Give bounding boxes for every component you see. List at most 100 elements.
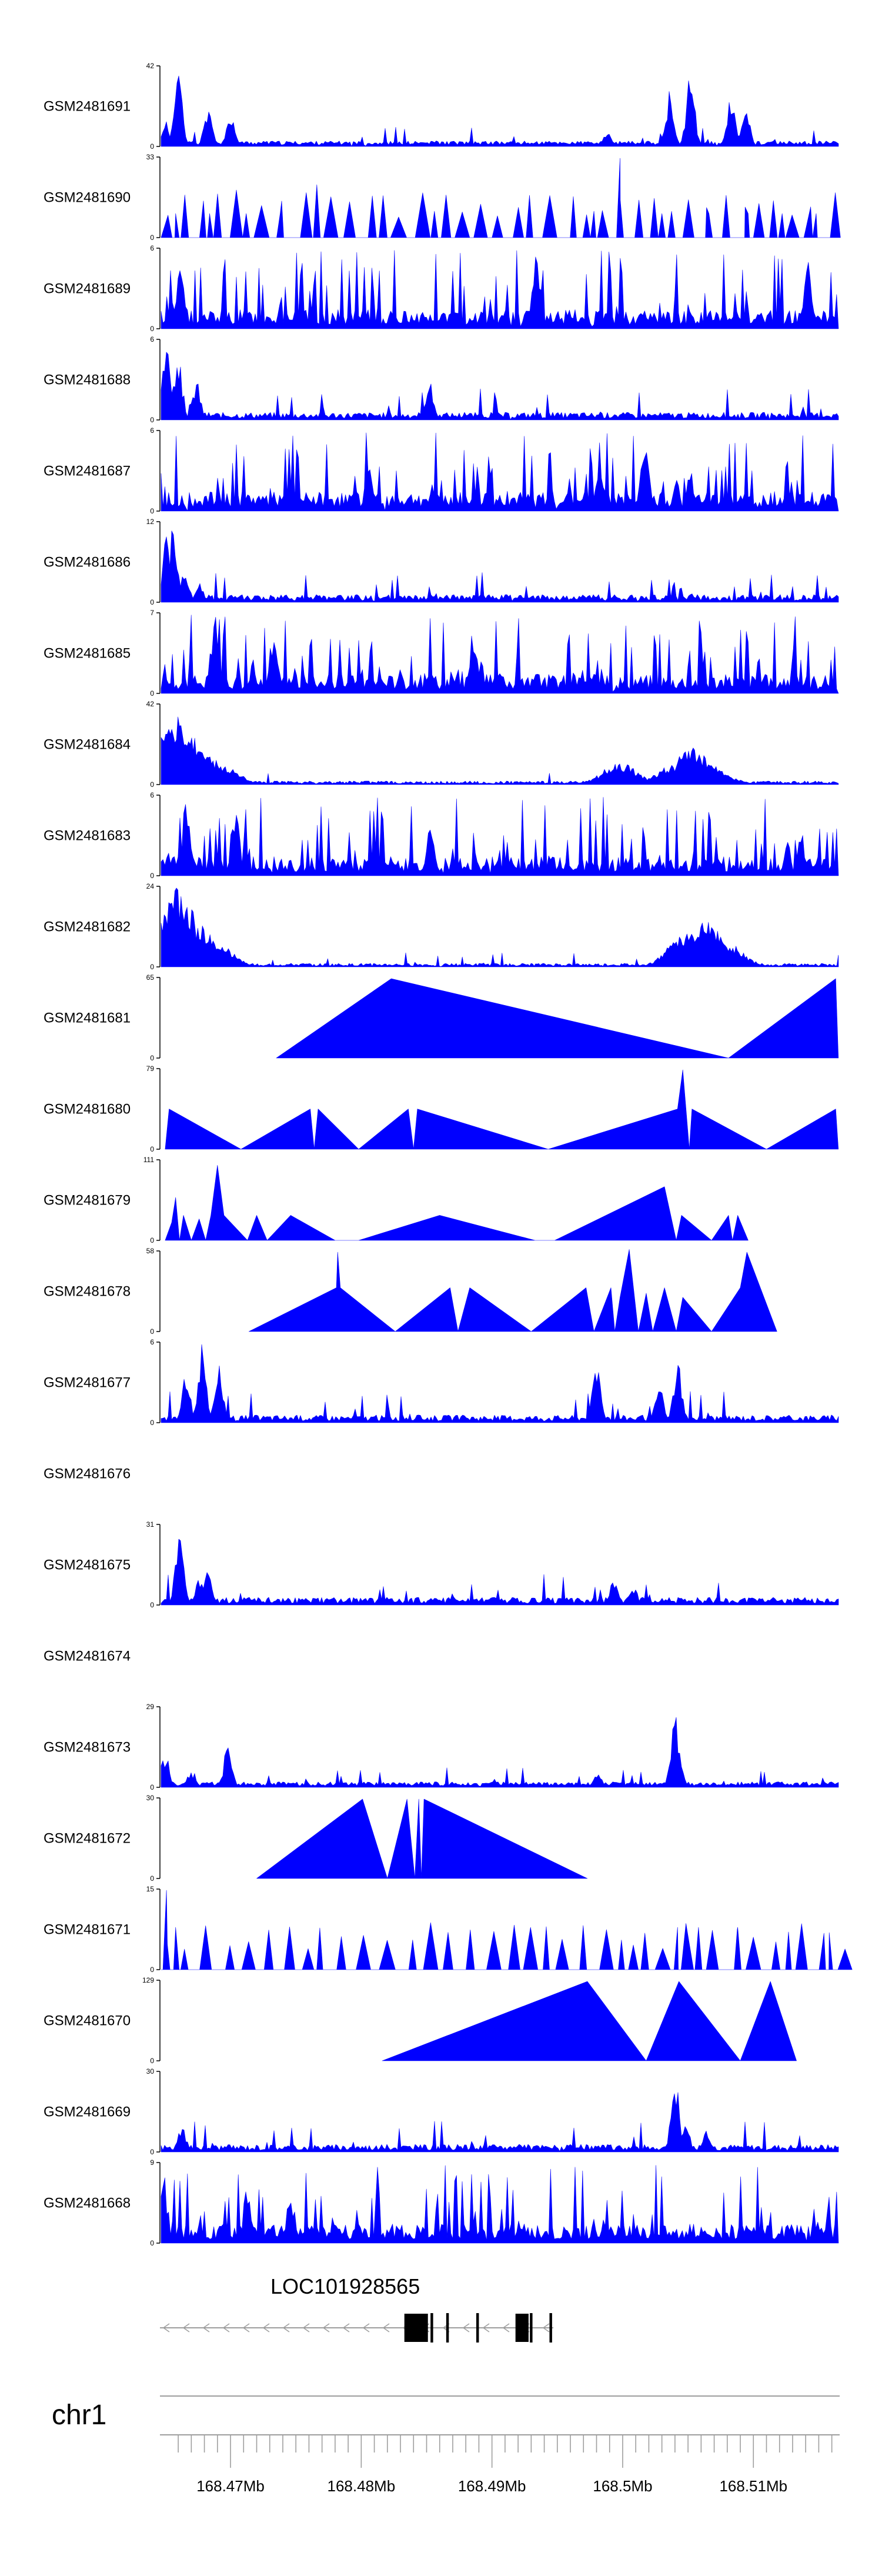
track-label: GSM2481679 xyxy=(44,1193,131,1209)
coverage-area xyxy=(161,797,839,876)
gene-annotation-track: LOC101928565 xyxy=(160,2274,554,2343)
track-label: GSM2481668 xyxy=(44,2195,131,2211)
track-label: GSM2481687 xyxy=(44,463,131,479)
y-min-label: 0 xyxy=(150,1966,154,1974)
track-label: GSM2481672 xyxy=(44,1831,131,1847)
y-min-label: 0 xyxy=(150,1601,154,1609)
strand-arrow-icon xyxy=(462,2323,470,2333)
y-min-label: 0 xyxy=(150,142,154,151)
y-min-label: 0 xyxy=(150,2239,154,2247)
track-label: GSM2481683 xyxy=(44,828,131,844)
y-min-label: 0 xyxy=(150,1236,154,1244)
strand-arrow-icon xyxy=(382,2323,390,2333)
y-min-label: 0 xyxy=(150,1054,154,1062)
track-label: GSM2481675 xyxy=(44,1557,131,1573)
y-max-label: 30 xyxy=(146,1794,155,1802)
track-GSM2481678: GSM2481678 58 0 xyxy=(44,1247,777,1336)
track-label: GSM2481680 xyxy=(44,1102,131,1117)
strand-arrow-icon xyxy=(502,2323,510,2333)
gene-label: LOC101928565 xyxy=(270,2274,420,2298)
track-GSM2481681: GSM2481681 65 0 xyxy=(44,973,839,1062)
track-GSM2481676: GSM2481676 xyxy=(44,1466,131,1482)
y-min-label: 0 xyxy=(150,689,154,698)
y-max-label: 58 xyxy=(146,1247,155,1255)
y-min-label: 0 xyxy=(150,1419,154,1427)
coverage-area xyxy=(276,978,839,1059)
y-min-label: 0 xyxy=(150,325,154,333)
coverage-area xyxy=(161,432,839,512)
track-label: GSM2481671 xyxy=(44,1922,131,1938)
track-GSM2481677: GSM2481677 6 0 xyxy=(44,1338,839,1427)
track-GSM2481690: GSM2481690 33 0 xyxy=(44,153,841,242)
track-label: GSM2481669 xyxy=(44,2104,131,2120)
coverage-area xyxy=(161,2165,839,2244)
track-GSM2481673: GSM2481673 29 0 xyxy=(44,1703,839,1791)
strand-arrow-icon xyxy=(282,2323,290,2333)
gene-exon xyxy=(549,2313,552,2343)
coverage-area xyxy=(382,1981,797,2061)
track-label: GSM2481686 xyxy=(44,555,131,570)
y-max-label: 12 xyxy=(146,518,155,526)
y-max-label: 6 xyxy=(150,1338,154,1346)
y-max-label: 29 xyxy=(146,1703,155,1711)
track-GSM2481682: GSM2481682 24 0 xyxy=(44,882,839,971)
y-min-label: 0 xyxy=(150,1783,154,1791)
coverage-area xyxy=(161,1539,839,1606)
y-max-label: 15 xyxy=(146,1885,155,1893)
track-GSM2481691: GSM2481691 42 0 xyxy=(44,62,839,151)
track-GSM2481674: GSM2481674 xyxy=(44,1649,131,1664)
track-GSM2481669: GSM2481669 30 0 xyxy=(44,2067,839,2156)
coverage-area xyxy=(248,1249,777,1332)
gene-exon xyxy=(446,2313,449,2343)
track-GSM2481689: GSM2481689 6 0 xyxy=(44,244,839,333)
coverage-area xyxy=(161,1717,839,1788)
y-max-label: 33 xyxy=(146,153,155,161)
track-label: GSM2481691 xyxy=(44,99,131,115)
track-label: GSM2481682 xyxy=(44,919,131,935)
strand-arrow-icon xyxy=(162,2323,170,2333)
gene-exon xyxy=(530,2313,533,2343)
track-label: GSM2481673 xyxy=(44,1740,131,1756)
strand-arrow-icon xyxy=(542,2323,550,2333)
coverage-area xyxy=(161,75,839,147)
y-min-label: 0 xyxy=(150,1874,154,1883)
coverage-area xyxy=(161,1344,839,1423)
coverage-area xyxy=(256,1798,588,1879)
strand-arrow-icon xyxy=(202,2323,210,2333)
y-max-label: 24 xyxy=(146,882,155,890)
strand-arrow-icon xyxy=(242,2323,250,2333)
y-min-label: 0 xyxy=(150,416,154,424)
y-min-label: 0 xyxy=(150,1145,154,1153)
track-label: GSM2481670 xyxy=(44,2013,131,2029)
strand-arrow-icon xyxy=(482,2323,490,2333)
track-GSM2481687: GSM2481687 6 0 xyxy=(44,426,839,515)
genome-axis: 168.47Mb 168.48Mb 168.49Mb 168.5Mb 168.51Mb xyxy=(178,2435,833,2495)
strand-arrow-icon xyxy=(222,2323,230,2333)
track-label: GSM2481685 xyxy=(44,646,131,662)
y-min-label: 0 xyxy=(150,2148,154,2156)
track-label: GSM2481677 xyxy=(44,1375,131,1391)
coverage-area xyxy=(161,716,839,785)
track-GSM2481686: GSM2481686 12 0 xyxy=(44,518,839,606)
track-GSM2481684: GSM2481684 42 0 xyxy=(44,700,839,789)
y-min-label: 0 xyxy=(150,780,154,789)
coverage-area xyxy=(161,158,841,238)
y-min-label: 0 xyxy=(150,963,154,971)
y-max-label: 129 xyxy=(142,1976,154,1984)
track-GSM2481668: GSM2481668 9 0 xyxy=(44,2158,839,2247)
chromosome-track: chr1 xyxy=(52,2395,840,2435)
y-min-label: 0 xyxy=(150,2057,154,2065)
strand-arrow-icon xyxy=(342,2323,350,2333)
track-GSM2481670: GSM2481670 129 0 xyxy=(44,1976,797,2065)
track-label: GSM2481678 xyxy=(44,1284,131,1300)
y-max-label: 6 xyxy=(150,335,154,343)
track-GSM2481672: GSM2481672 30 0 xyxy=(44,1794,588,1883)
y-max-label: 30 xyxy=(146,2067,155,2076)
track-GSM2481679: GSM2481679 111 0 xyxy=(44,1156,749,1244)
track-GSM2481688: GSM2481688 6 0 xyxy=(44,335,839,424)
axis-tick-label: 168.48Mb xyxy=(328,2477,396,2495)
gene-exon xyxy=(515,2314,529,2342)
axis-tick-label: 168.5Mb xyxy=(593,2477,652,2495)
y-max-label: 7 xyxy=(150,609,154,617)
